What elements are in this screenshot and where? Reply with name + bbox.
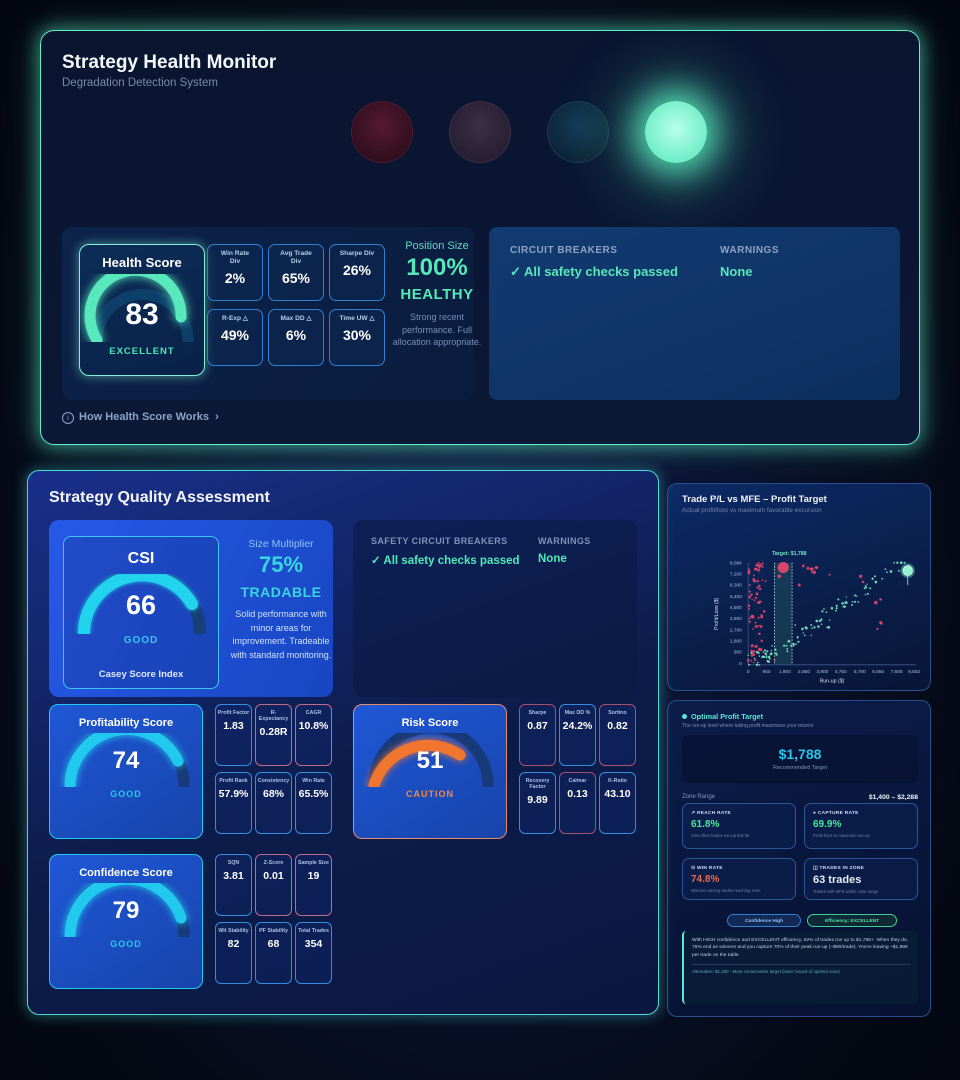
svg-text:8,094: 8,094 <box>730 560 742 566</box>
svg-text:1,800: 1,800 <box>730 639 742 645</box>
svg-text:900: 900 <box>734 650 742 656</box>
svg-text:5,700: 5,700 <box>854 669 866 675</box>
svg-text:950: 950 <box>763 669 771 675</box>
svg-text:Target: $1,788: Target: $1,788 <box>772 551 807 557</box>
svg-text:7,200: 7,200 <box>730 572 742 578</box>
svg-text:Profit/Loss ($): Profit/Loss ($) <box>714 597 720 629</box>
svg-text:2,850: 2,850 <box>798 669 810 675</box>
svg-text:3,600: 3,600 <box>730 616 742 622</box>
svg-text:0: 0 <box>747 669 750 675</box>
svg-text:6,650: 6,650 <box>872 669 884 675</box>
svg-text:3,800: 3,800 <box>816 669 828 675</box>
svg-text:8,502: 8,502 <box>908 669 920 675</box>
svg-text:4,750: 4,750 <box>835 669 847 675</box>
svg-text:6,300: 6,300 <box>730 583 742 589</box>
svg-text:0: 0 <box>739 661 742 667</box>
svg-text:7,600: 7,600 <box>891 669 903 675</box>
svg-text:2,700: 2,700 <box>730 627 742 633</box>
svg-text:4,500: 4,500 <box>730 605 742 611</box>
svg-text:Run-up ($): Run-up ($) <box>820 678 845 684</box>
svg-text:5,400: 5,400 <box>730 594 742 600</box>
svg-text:1,900: 1,900 <box>779 669 791 675</box>
